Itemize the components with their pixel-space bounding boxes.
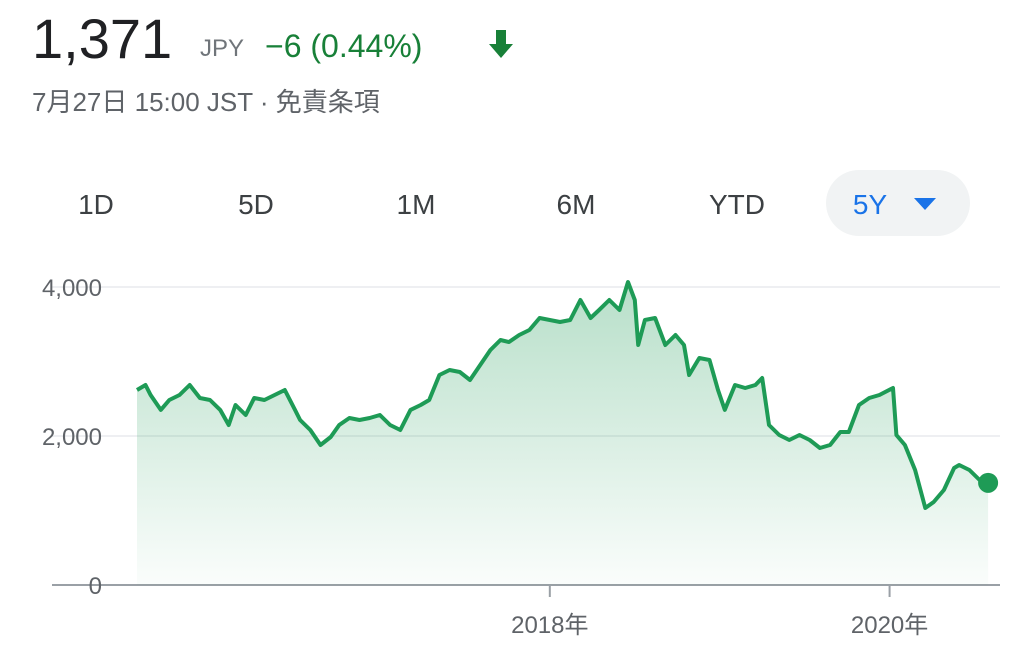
down-arrow xyxy=(489,30,513,58)
x-tick-label: 2018年 xyxy=(511,612,588,639)
y-tick-label: 2,000 xyxy=(42,424,102,451)
range-tab[interactable]: 5Y xyxy=(853,189,888,220)
range-tab[interactable]: 1M xyxy=(397,189,436,220)
y-tick-label: 0 xyxy=(89,573,102,600)
range-tab[interactable]: 1D xyxy=(78,189,114,220)
y-tick-label: 4,000 xyxy=(42,275,102,302)
range-tab[interactable]: 6M xyxy=(557,189,596,220)
currency: JPY xyxy=(200,35,244,62)
change: −6 (0.44%) xyxy=(265,28,422,64)
range-tab[interactable]: 5D xyxy=(238,189,274,220)
x-tick-label: 2020年 xyxy=(851,612,928,639)
price: 1,371 xyxy=(32,7,172,70)
area-fill xyxy=(137,282,989,585)
range-tabs: 1D 5D 1M 6M YTD 5Y xyxy=(78,170,970,236)
range-tab[interactable]: YTD xyxy=(709,189,765,220)
dropdown-caret[interactable] xyxy=(914,198,936,210)
active-tab-bg[interactable] xyxy=(826,170,970,236)
price-line xyxy=(135,280,989,510)
last-point xyxy=(978,472,999,493)
timestamp: 7月27日 15:00 JST · 免責条項 xyxy=(32,87,380,117)
plot: 0 2,000 4,000 2018年 2020年 xyxy=(42,275,1000,639)
